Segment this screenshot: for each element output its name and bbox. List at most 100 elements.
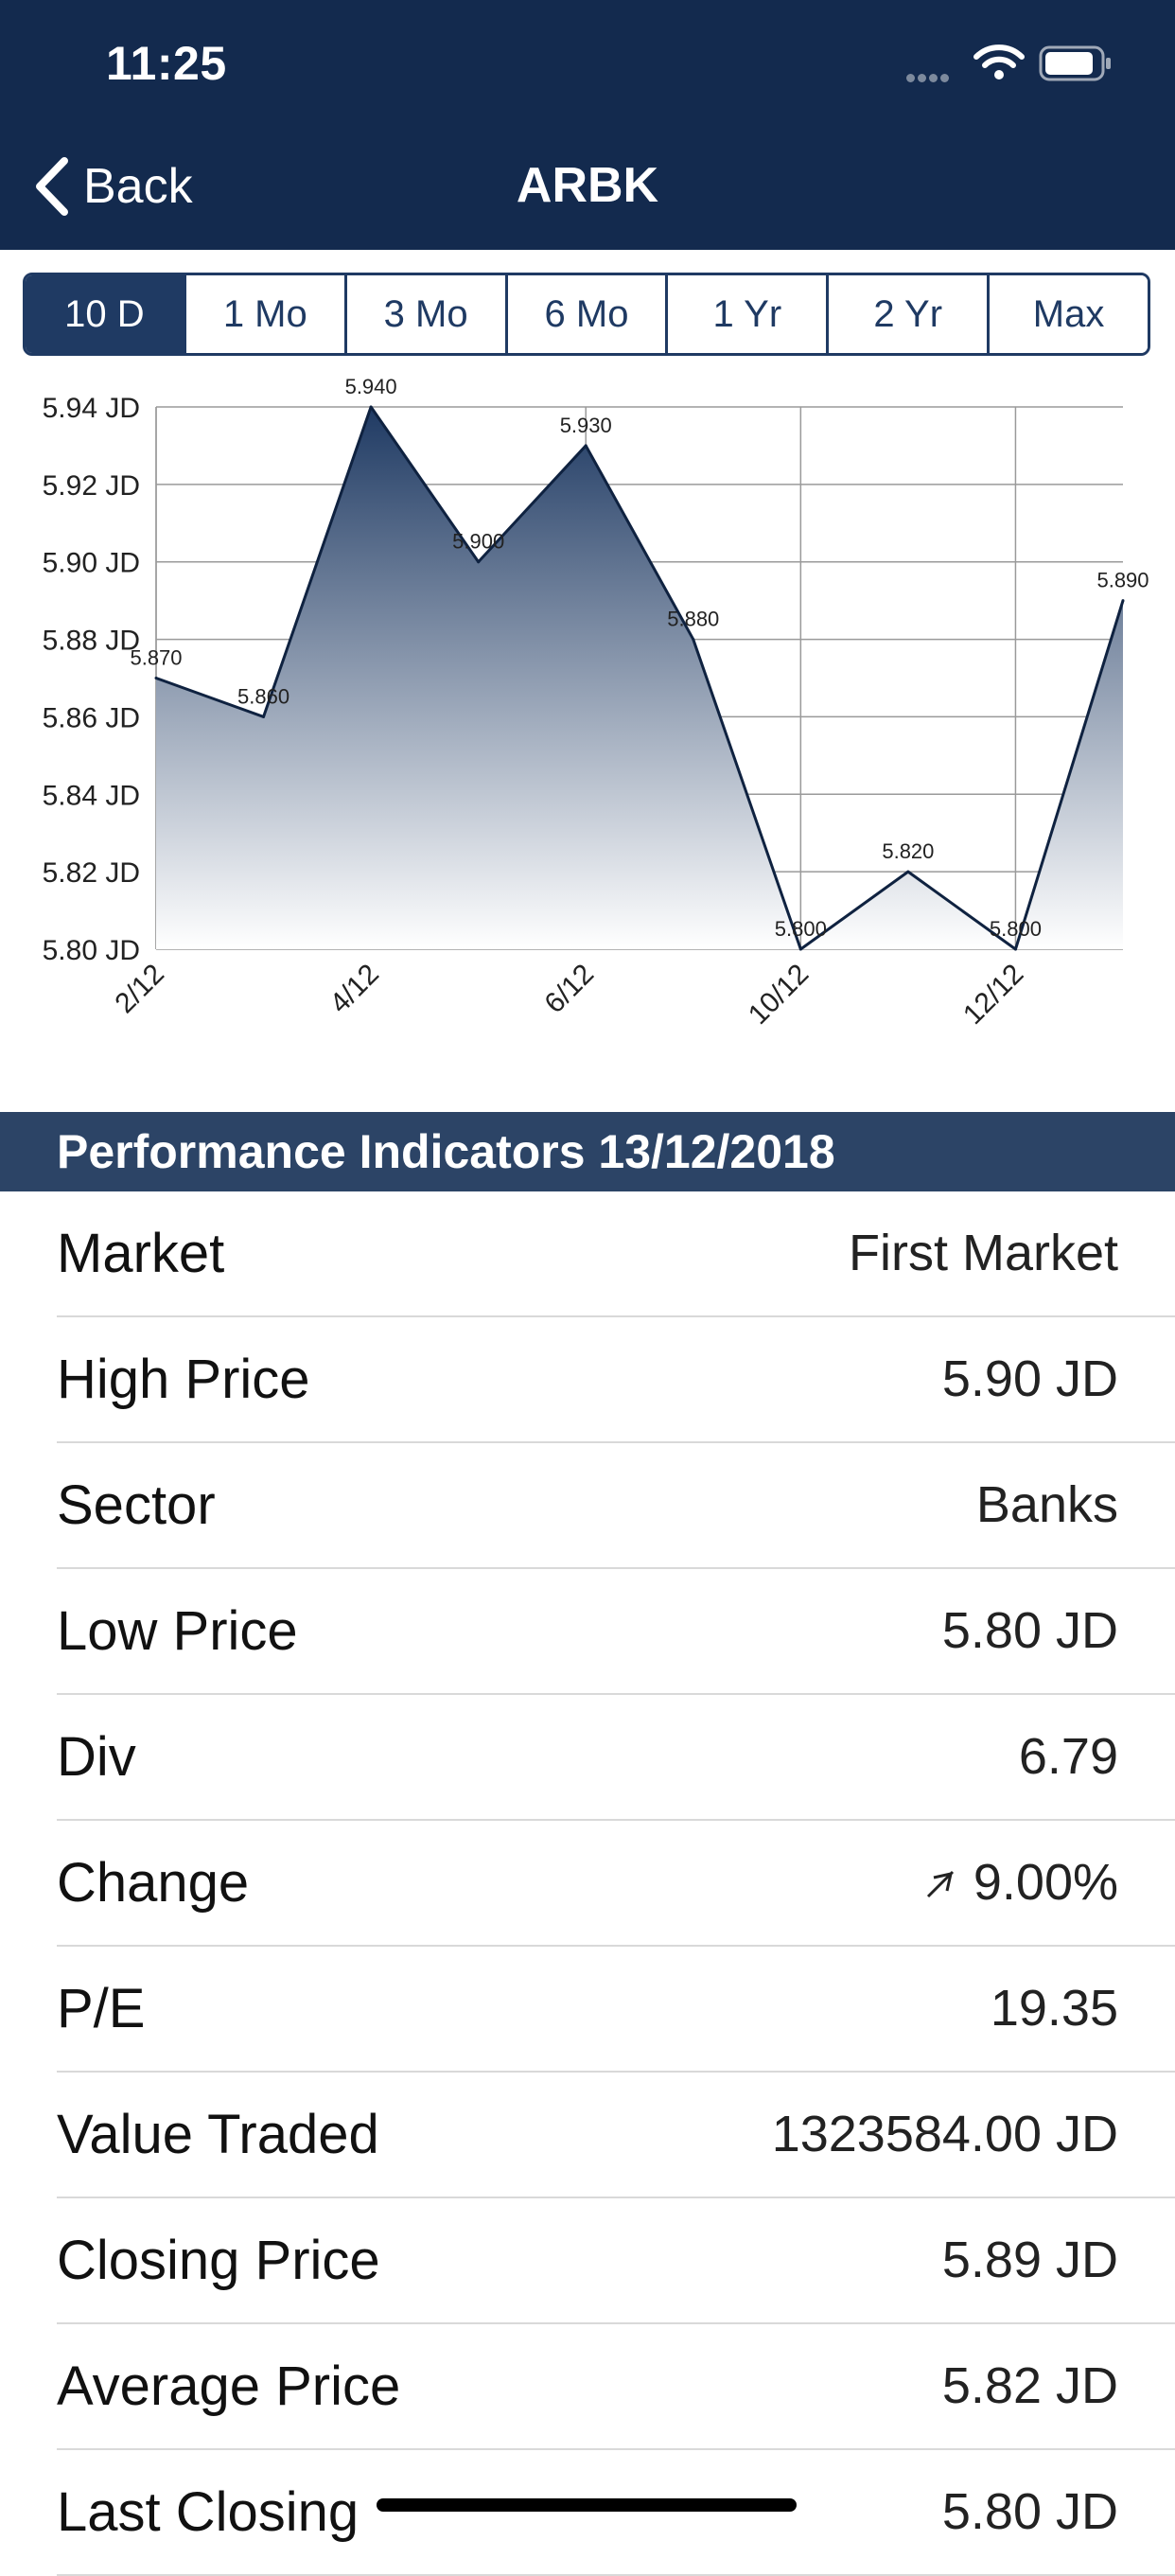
- indicator-label: Closing Price: [57, 2230, 380, 2291]
- y-tick-label: 5.94 JD: [43, 393, 140, 424]
- price-chart: 5.94 JD 5.92 JD 5.90 JD 5.88 JD 5.86 JD 5.84 …: [43, 375, 1149, 1031]
- chevron-left-icon: [36, 157, 68, 216]
- data-label: 5.940: [345, 375, 397, 398]
- indicator-value-text: First Market: [848, 1225, 1118, 1281]
- arrow-up-right-icon: [926, 1870, 954, 1897]
- period-tab-3-mo[interactable]: 3 Mo: [346, 275, 508, 353]
- indicator-value-text: 5.90 JD: [941, 1350, 1118, 1407]
- back-button[interactable]: Back: [32, 153, 193, 220]
- data-label: 5.820: [882, 839, 934, 863]
- data-point: [369, 405, 373, 409]
- indicator-value: 1323584.00 JD: [772, 2073, 1118, 2197]
- cellular-signal-icon: [906, 70, 952, 87]
- indicator-label: Market: [57, 1223, 225, 1284]
- period-tab-1-mo[interactable]: 1 Mo: [185, 275, 347, 353]
- page-title: ARBK: [516, 158, 659, 213]
- indicator-row-change: Change 9.00%: [57, 1821, 1175, 1947]
- data-label: 5.900: [452, 530, 504, 554]
- indicator-value: 5.80 JD: [942, 2450, 1118, 2574]
- indicator-label: Div: [57, 1726, 136, 1788]
- nav-header: 11:25 Back ARBK: [0, 0, 1175, 250]
- indicator-value: 6.79: [1019, 1695, 1118, 1819]
- indicator-value-text: 5.89 JD: [941, 2232, 1118, 2288]
- period-tab-1-yr[interactable]: 1 Yr: [668, 275, 830, 353]
- indicator-value: 5.89 JD: [942, 2198, 1118, 2322]
- indicator-row-closing-price: Closing Price 5.89 JD: [57, 2198, 1175, 2324]
- indicator-value-text: 19.35: [990, 1980, 1118, 2037]
- indicator-value: First Market: [849, 1191, 1118, 1315]
- indicator-label: Change: [57, 1852, 250, 1914]
- status-time: 11:25: [106, 37, 227, 90]
- y-tick-label: 5.84 JD: [43, 780, 140, 811]
- indicator-label: P/E: [57, 1978, 146, 2039]
- indicator-value-text: 5.80 JD: [941, 1602, 1118, 1659]
- data-point: [906, 870, 910, 873]
- indicator-value-text: Banks: [975, 1476, 1118, 1533]
- indicator-value: 9.00%: [922, 1821, 1118, 1945]
- x-tick-label: 12/12: [957, 959, 1029, 1031]
- indicator-row-last-closing: Last Closing 5.80 JD: [57, 2450, 1175, 2576]
- home-indicator: [377, 2498, 797, 2512]
- data-point: [1121, 599, 1125, 603]
- x-tick-label: 4/12: [324, 959, 385, 1020]
- x-tick-label: 10/12: [743, 959, 815, 1031]
- indicator-row-p-e: P/E 19.35: [57, 1947, 1175, 2073]
- indicator-value-text: 1323584.00 JD: [771, 2106, 1118, 2162]
- data-point: [262, 715, 266, 718]
- indicator-value-text: 5.80 JD: [941, 2483, 1118, 2540]
- indicator-row-sector: Sector Banks: [57, 1443, 1175, 1569]
- indicator-value: Banks: [976, 1443, 1118, 1567]
- data-point: [154, 677, 158, 679]
- indicator-value: 5.82 JD: [942, 2324, 1118, 2448]
- indicator-label: Last Closing: [57, 2481, 360, 2543]
- y-tick-label: 5.92 JD: [43, 470, 140, 502]
- y-tick-label: 5.82 JD: [43, 857, 140, 889]
- series-area: [156, 407, 1123, 949]
- x-tick-label: 6/12: [539, 959, 601, 1020]
- data-label: 5.800: [990, 917, 1042, 941]
- indicator-row-value-traded: Value Traded 1323584.00 JD: [57, 2073, 1175, 2198]
- indicator-label: Low Price: [57, 1600, 298, 1662]
- data-label: 5.880: [667, 608, 719, 631]
- indicator-value: 5.80 JD: [942, 1569, 1118, 1693]
- indicator-label: Sector: [57, 1474, 216, 1536]
- data-point: [477, 560, 481, 564]
- data-point: [1013, 947, 1017, 951]
- y-tick-label: 5.80 JD: [43, 935, 140, 966]
- indicator-label: Value Traded: [57, 2104, 379, 2165]
- data-point: [584, 444, 588, 448]
- indicator-row-div: Div 6.79: [57, 1695, 1175, 1821]
- period-tab-10-d[interactable]: 10 D: [26, 275, 186, 353]
- period-tab-max[interactable]: Max: [990, 275, 1148, 353]
- data-point: [692, 638, 695, 642]
- indicator-label: Average Price: [57, 2355, 401, 2417]
- y-tick-label: 5.90 JD: [43, 548, 140, 579]
- indicator-row-high-price: High Price 5.90 JD: [57, 1317, 1175, 1443]
- indicator-value-text: 5.82 JD: [941, 2357, 1118, 2414]
- data-point: [798, 947, 802, 951]
- performance-section-header: Performance Indicators 13/12/2018: [0, 1112, 1175, 1191]
- period-tab-6-mo[interactable]: 6 Mo: [507, 275, 669, 353]
- indicator-label: High Price: [57, 1349, 310, 1410]
- performance-list: Market First Market High Price 5.90 JD Secto…: [0, 1191, 1175, 2576]
- indicator-value-text: 6.79: [1018, 1728, 1118, 1785]
- indicator-row-market: Market First Market: [57, 1191, 1175, 1317]
- section-title: Performance Indicators 13/12/2018: [57, 1125, 835, 1178]
- data-label: 5.890: [1096, 569, 1149, 592]
- data-label: 5.800: [775, 917, 827, 941]
- indicator-value: 5.90 JD: [942, 1317, 1118, 1441]
- data-label: 5.860: [237, 684, 289, 708]
- indicator-row-average-price: Average Price 5.82 JD: [57, 2324, 1175, 2450]
- battery-icon: [1039, 45, 1111, 81]
- indicator-value: 19.35: [991, 1947, 1118, 2071]
- series-line: [155, 405, 1125, 951]
- y-tick-label: 5.86 JD: [43, 702, 140, 733]
- wifi-icon: [973, 44, 1025, 79]
- period-tab-2-yr[interactable]: 2 Yr: [829, 275, 991, 353]
- indicator-row-low-price: Low Price 5.80 JD: [57, 1569, 1175, 1695]
- y-tick-label: 5.88 JD: [43, 626, 140, 657]
- x-tick-label: 2/12: [109, 959, 170, 1020]
- data-label: 5.930: [560, 414, 612, 437]
- indicator-value-text: 9.00%: [973, 1854, 1118, 1911]
